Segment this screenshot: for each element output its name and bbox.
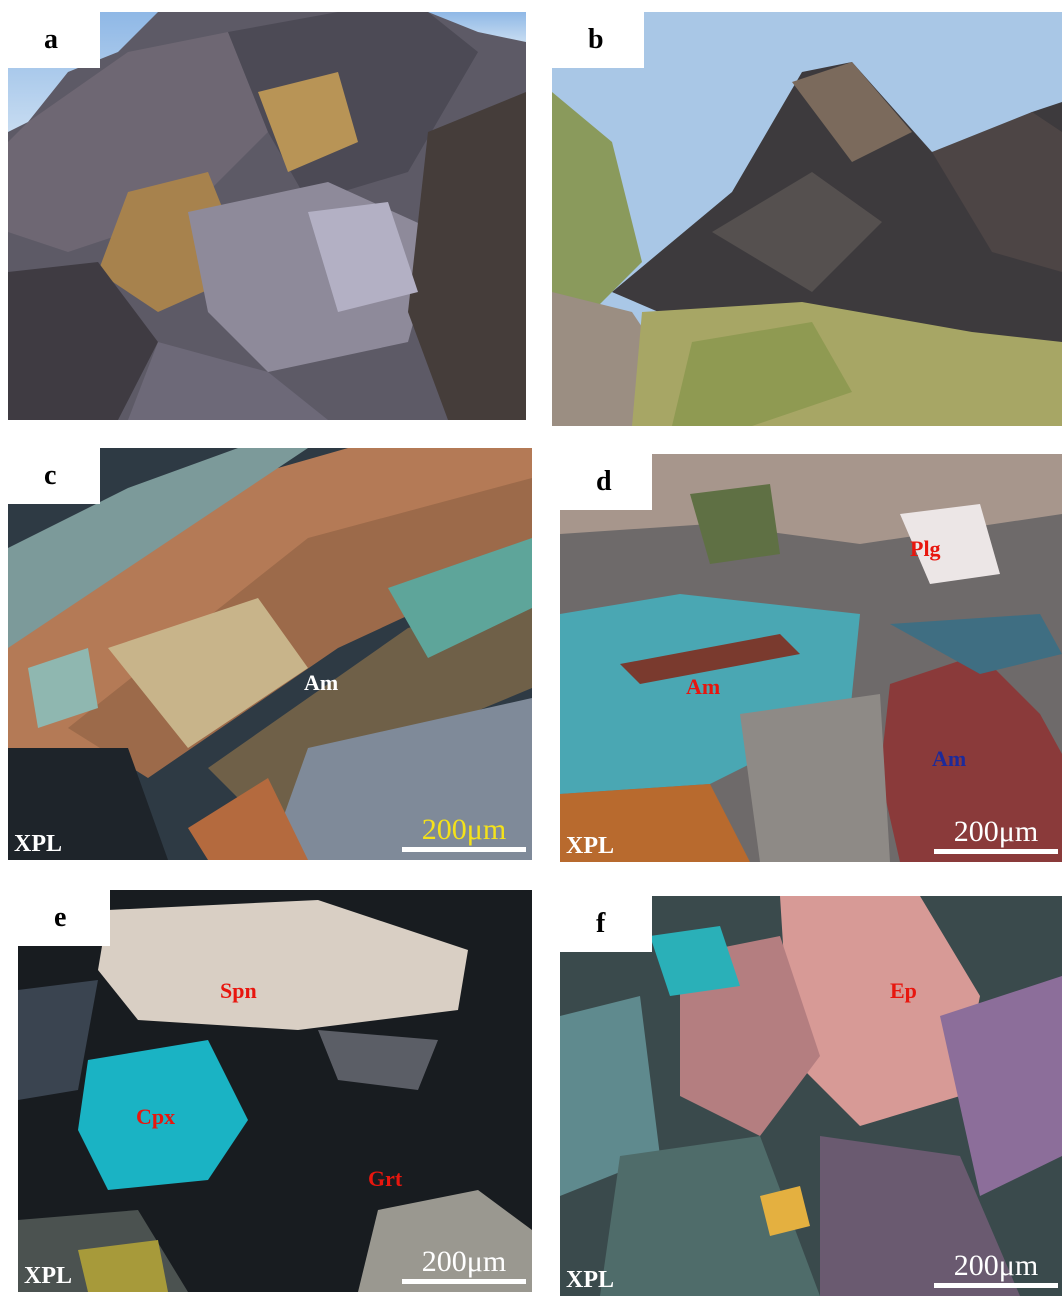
micrograph-f [560, 896, 1062, 1296]
panel-label-d: d [560, 454, 652, 510]
micrograph-c [8, 448, 532, 860]
mineral-label-grt: Grt [368, 1166, 403, 1191]
micrograph-d [560, 454, 1062, 862]
panel-label-f: f [560, 896, 652, 952]
light-mode-label: XPL [566, 1267, 614, 1293]
panel-f: f Ep XPL 200μm [560, 896, 1062, 1296]
panel-c: c Am XPL 200μm [8, 448, 532, 860]
outcrop-photo-a [8, 12, 526, 420]
scale-bar-text: 200μm [421, 1245, 507, 1278]
micrograph-e [18, 890, 532, 1292]
panel-e: e Spn Cpx Grt XPL 200μm [18, 890, 532, 1292]
scale-bar-line [402, 1279, 526, 1284]
panel-label-b: b [552, 12, 644, 68]
mineral-label-cpx: Cpx [136, 1104, 176, 1129]
outcrop-photo-b [552, 12, 1062, 426]
mineral-label-ep: Ep [890, 978, 917, 1003]
scale-bar-line [402, 847, 526, 852]
light-mode-label: XPL [566, 833, 614, 859]
panel-label-c: c [8, 448, 100, 504]
scale-bar: 200μm [934, 1251, 1058, 1288]
scale-bar-line [934, 849, 1058, 854]
panel-a: a [8, 12, 526, 420]
panel-label-a: a [8, 12, 100, 68]
scale-bar-text: 200μm [953, 815, 1039, 848]
mineral-label-plg: Plg [910, 536, 941, 561]
panel-d: d Plg Am Am XPL 200μm [560, 454, 1062, 862]
mineral-label-am: Am [932, 746, 967, 771]
scale-bar-text: 200μm [421, 813, 507, 846]
scale-bar: 200μm [934, 817, 1058, 854]
panel-label-e: e [18, 890, 110, 946]
panel-b: b [552, 12, 1062, 426]
scale-bar: 200μm [402, 815, 526, 852]
light-mode-label: XPL [24, 1263, 72, 1289]
scale-bar-text: 200μm [953, 1249, 1039, 1282]
mineral-label-spn: Spn [220, 978, 257, 1003]
mineral-label-am: Am [686, 674, 721, 699]
mineral-label-am: Am [304, 670, 339, 695]
light-mode-label: XPL [14, 831, 62, 857]
scale-bar: 200μm [402, 1247, 526, 1284]
scale-bar-line [934, 1283, 1058, 1288]
